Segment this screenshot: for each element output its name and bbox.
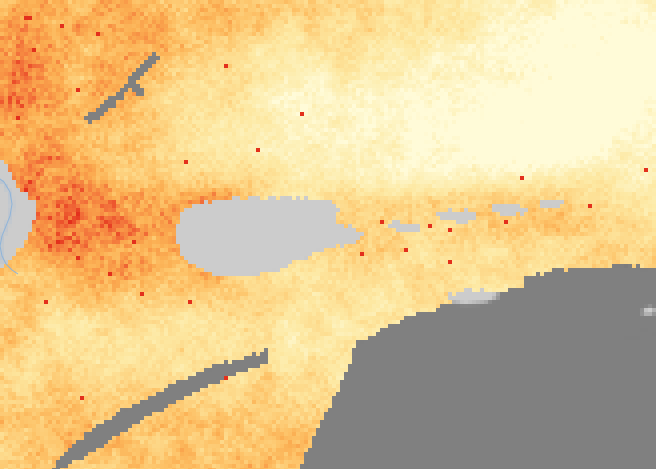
raster-heatmap-layer[interactable] bbox=[0, 0, 656, 469]
map-viewport[interactable] bbox=[0, 0, 656, 469]
